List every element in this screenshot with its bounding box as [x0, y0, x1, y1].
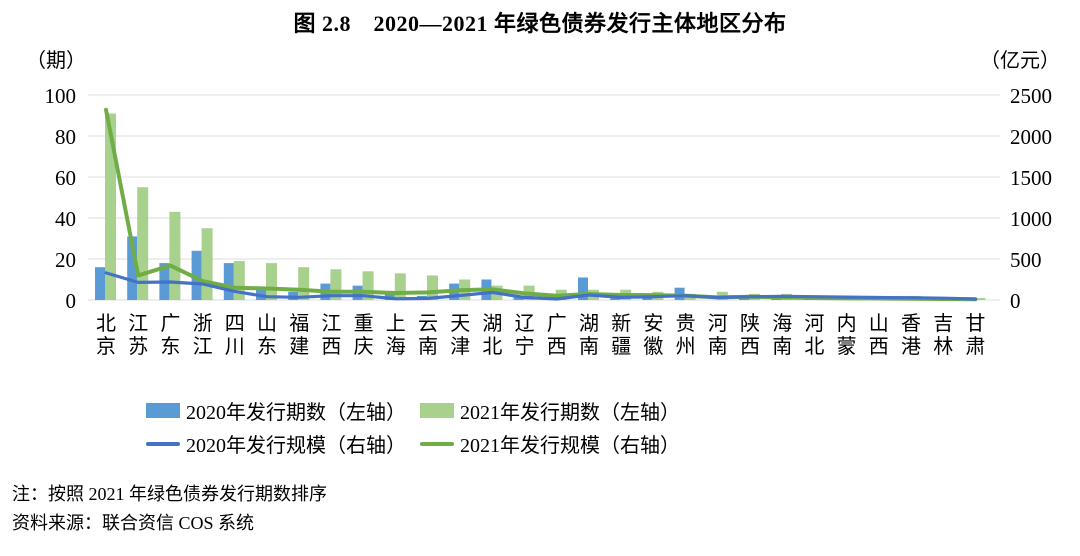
legend-label: 2020年发行期数（左轴） — [186, 402, 406, 424]
x-axis-label: 安徽 — [643, 312, 663, 358]
bar-2020 — [223, 263, 234, 300]
left-axis-tick: 0 — [66, 289, 77, 313]
x-axis-label: 河北 — [804, 312, 824, 358]
x-axis-label: 山西 — [869, 312, 889, 358]
x-axis-label: 湖北 — [482, 312, 502, 358]
bar-2021 — [298, 267, 310, 300]
x-axis-label: 天津 — [450, 313, 470, 358]
bar-2021 — [330, 269, 342, 300]
line-2020 — [104, 271, 978, 301]
x-axis-label: 重庆 — [354, 312, 374, 358]
bar-2021 — [427, 275, 438, 300]
x-axis-label: 四川 — [225, 313, 245, 358]
right-axis-tick: 1500 — [1010, 166, 1052, 190]
x-axis-label: 上海 — [386, 312, 406, 358]
chart-notes: 注：按照 2021 年绿色债券发行期数排序 资料来源：联合资信 COS 系统 — [12, 480, 327, 538]
left-axis-tick: 60 — [55, 166, 76, 190]
chart-legend: 2020年发行期数（左轴） 2020年发行规模（右轴） 2021年发行期数（左轴… — [0, 394, 1080, 466]
bar-2021 — [266, 263, 277, 300]
x-axis-label: 山东 — [257, 312, 277, 358]
bar-2021 — [201, 228, 213, 300]
x-axis-label: 江西 — [321, 312, 341, 358]
legend-swatch-line-2020 — [146, 441, 180, 446]
x-axis-label: 北京 — [96, 312, 116, 358]
x-axis-label: 新疆 — [611, 312, 631, 358]
legend-swatch-bar-2021 — [420, 403, 454, 418]
bar-2021 — [137, 187, 149, 300]
right-axis-tick: 0 — [1010, 289, 1021, 313]
x-axis-label: 甘肃 — [965, 312, 985, 358]
x-axis-label: 福建 — [289, 312, 309, 358]
legend-swatch-bar-2020 — [146, 403, 180, 418]
chart-title: 图 2.8 2020—2021 年绿色债券发行主体地区分布 — [293, 11, 787, 36]
x-axis-label: 内蒙 — [837, 312, 857, 358]
bar-2020 — [191, 250, 202, 300]
legend-label: 2021年发行期数（左轴） — [460, 402, 680, 424]
x-axis-label: 吉林 — [933, 312, 953, 358]
x-axis-label: 辽宁 — [515, 312, 535, 358]
right-axis-tick: 1000 — [1010, 207, 1052, 231]
combo-chart-canvas: 0 0 20 500 40 1000 60 1500 80 2000 100 2500 北京江苏广东浙江… — [45, 84, 1053, 358]
bar-2020 — [578, 277, 588, 300]
legend-item-2020-line: 2020年发行规模（右轴） — [146, 427, 406, 460]
left-axis-tick: 80 — [55, 125, 76, 149]
x-axis-label: 广西 — [547, 312, 567, 358]
legend-item-2021-bars: 2021年发行期数（左轴） — [420, 394, 680, 427]
bar-2021 — [105, 113, 116, 300]
legend-item-2021-line: 2021年发行规模（右轴） — [420, 427, 680, 460]
bar-2021 — [362, 271, 374, 300]
left-axis-tick: 40 — [55, 207, 76, 231]
x-axis-label: 浙江 — [193, 312, 213, 358]
right-axis-tick: 2500 — [1010, 84, 1052, 108]
x-axis-label: 海南 — [772, 312, 792, 358]
right-axis-unit-label: （亿元） — [980, 50, 1060, 72]
legend-label: 2021年发行规模（右轴） — [460, 435, 680, 457]
bar-2020 — [384, 291, 395, 300]
x-axis-label: 云南 — [418, 313, 438, 358]
legend-swatch-line-2021 — [420, 441, 454, 446]
source-note: 资料来源：联合资信 COS 系统 — [12, 513, 255, 534]
bar-2020 — [95, 267, 105, 300]
left-axis-unit-label: （期） — [26, 50, 86, 72]
bar-2020 — [127, 236, 138, 300]
x-axis-label: 贵州 — [676, 312, 696, 358]
x-axis-label: 香港 — [901, 312, 921, 358]
left-axis-tick: 20 — [55, 248, 76, 272]
sort-note: 注：按照 2021 年绿色债券发行期数排序 — [12, 484, 327, 504]
bar-2021 — [233, 261, 245, 300]
right-axis-tick: 2000 — [1010, 125, 1052, 149]
left-axis-tick: 100 — [45, 84, 77, 108]
legend-item-2020-bars: 2020年发行期数（左轴） — [146, 394, 406, 427]
bar-2021 — [169, 211, 181, 300]
right-axis-tick: 500 — [1010, 248, 1042, 272]
x-axis-label: 陕西 — [740, 312, 760, 358]
x-axis-label: 河南 — [708, 312, 728, 358]
x-axis-label: 湖南 — [579, 312, 599, 358]
legend-label: 2020年发行规模（右轴） — [186, 435, 406, 457]
bar-2021 — [974, 297, 986, 300]
x-axis-label: 广东 — [160, 312, 180, 358]
x-axis-label: 江苏 — [128, 312, 148, 358]
bar-2020 — [610, 297, 621, 300]
bar-2021 — [394, 273, 406, 300]
